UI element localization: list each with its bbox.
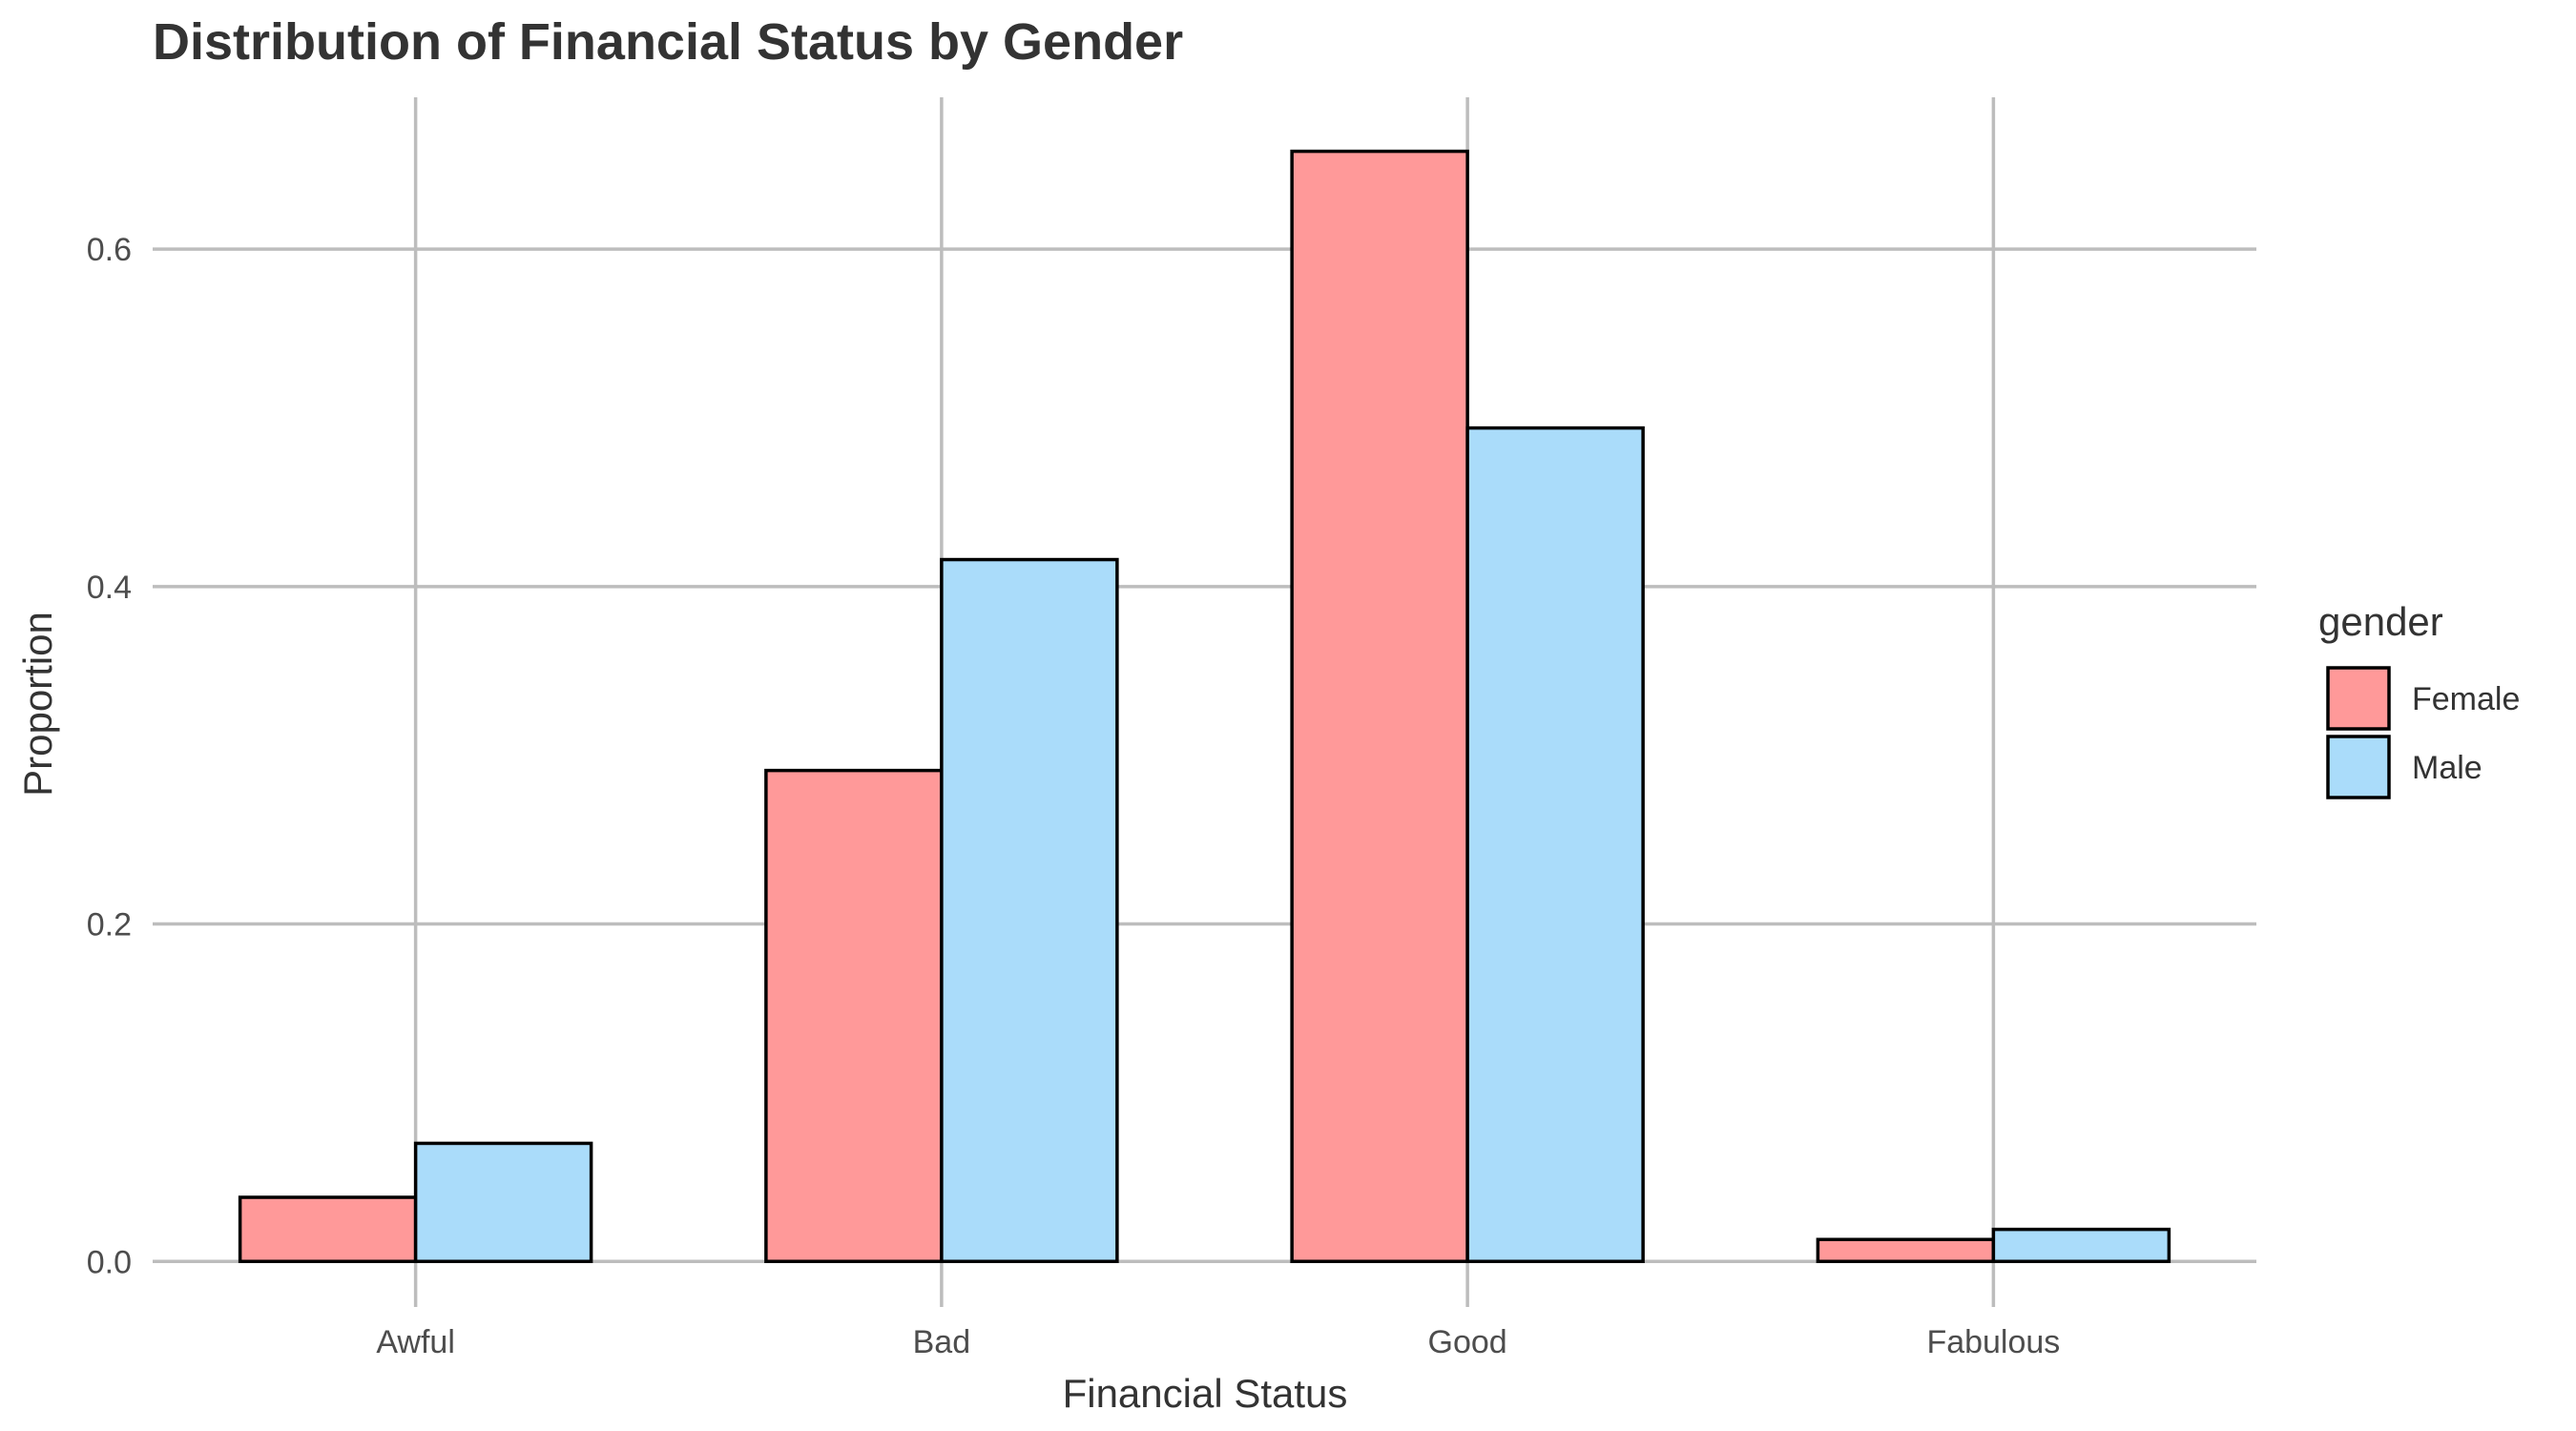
x-tick-label: Good [1428,1324,1507,1360]
legend-items: Female Male [2326,666,2520,799]
bars [238,149,2171,1264]
x-tick-label: Fabulous [1926,1324,2060,1360]
tick-labels: 0.0 0.2 0.4 0.6 Awful Bad Good Fabulous [87,232,2061,1360]
bar-female-good [1290,149,1469,1264]
y-axis-title: Proportion [15,612,60,797]
y-tick-label: 0.4 [87,570,132,606]
legend: gender Female Male [2318,599,2520,799]
legend-title: gender [2318,599,2443,644]
y-tick-label: 0.6 [87,232,132,268]
bar-female-bad [764,768,944,1264]
legend-label-male: Male [2412,750,2483,786]
bar-male-bad [940,557,1119,1264]
legend-swatch-male [2326,735,2391,799]
x-axis-title: Financial Status [1063,1371,1348,1416]
bar-male-awful [413,1141,593,1264]
bar-female-fabulous [1816,1237,1996,1264]
legend-swatch-female [2326,666,2391,731]
x-tick-label: Awful [376,1324,455,1360]
y-tick-label: 0.2 [87,907,132,944]
legend-label-female: Female [2412,681,2520,717]
gridlines [153,97,2256,1307]
y-tick-label: 0.0 [87,1244,132,1280]
x-tick-label: Bad [913,1324,971,1360]
bar-female-awful [238,1195,418,1264]
bar-male-fabulous [1991,1227,2171,1264]
chart-title: Distribution of Financial Status by Gend… [153,13,1183,71]
bar-male-good [1465,425,1645,1264]
